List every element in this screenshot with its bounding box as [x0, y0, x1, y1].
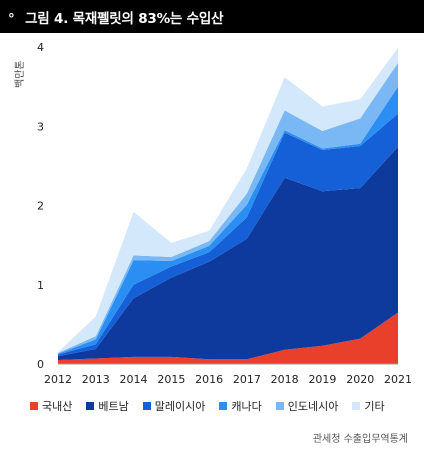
- x-axis-ticks: 2012 2013 2014 2015 2016 2017 2018 2019 2020 2021: [44, 373, 412, 386]
- y-axis-ticks: 0 1 2 3 4: [37, 41, 44, 371]
- legend-item-2: 말레이시아: [142, 398, 206, 414]
- x-tick-label: 2015: [157, 373, 185, 386]
- y-tick-label: 2: [37, 200, 44, 213]
- area-series-1: [58, 146, 398, 361]
- x-tick-label: 2016: [195, 373, 223, 386]
- legend-label: 캐나다: [231, 400, 262, 413]
- x-tick-label: 2019: [308, 373, 336, 386]
- legend-label: 인도네시아: [287, 400, 339, 413]
- x-tick-label: 2012: [44, 373, 72, 386]
- legend-item-3: 캐나다: [219, 398, 262, 414]
- chart-title: ° 그림 4. 목재펠릿의 83%는 수입산: [8, 7, 224, 27]
- y-tick-label: 4: [37, 41, 44, 54]
- area-series-4: [58, 62, 398, 354]
- legend-item-5: 기타: [352, 398, 385, 414]
- y-tick-label: 0: [37, 358, 44, 371]
- x-tick-label: 2021: [384, 373, 412, 386]
- legend-label: 말레이시아: [154, 400, 206, 413]
- area-series-5: [58, 47, 398, 353]
- title-label: 그림 4. 목재펠릿의 83%는 수입산: [25, 11, 224, 27]
- x-tick-label: 2017: [233, 373, 261, 386]
- area-series-2: [58, 113, 398, 357]
- x-tick-label: 2020: [346, 373, 374, 386]
- legend-swatch: [30, 402, 38, 410]
- legend-swatch: [352, 402, 361, 410]
- x-tick-label: 2014: [120, 373, 148, 386]
- title-bar: ° 그림 4. 목재펠릿의 83%는 수입산: [0, 0, 424, 33]
- source-note: 관세청 수출입무역통계: [312, 434, 408, 445]
- legend-label: 베트남: [98, 400, 129, 413]
- y-tick-label: 3: [37, 120, 44, 133]
- legend-item-1: 베트남: [86, 398, 129, 414]
- title-bullet: °: [8, 11, 15, 27]
- area-series-0: [58, 312, 398, 364]
- legend-label: 기타: [364, 400, 385, 413]
- legend-swatch: [275, 402, 284, 410]
- legend-swatch: [86, 402, 95, 410]
- area-layers: [58, 47, 398, 364]
- y-tick-label: 1: [37, 279, 44, 292]
- legend-item-4: 인도네시아: [275, 398, 339, 414]
- legend-swatch: [219, 402, 228, 410]
- legend-item-0: 국내산: [30, 398, 72, 414]
- legend-swatch: [142, 402, 151, 410]
- x-tick-label: 2013: [82, 373, 110, 386]
- legend: 국내산 베트남 말레이시아 캐나다 인도네시아 기타: [30, 398, 385, 414]
- x-tick-label: 2018: [271, 373, 299, 386]
- legend-label: 국내산: [42, 400, 73, 413]
